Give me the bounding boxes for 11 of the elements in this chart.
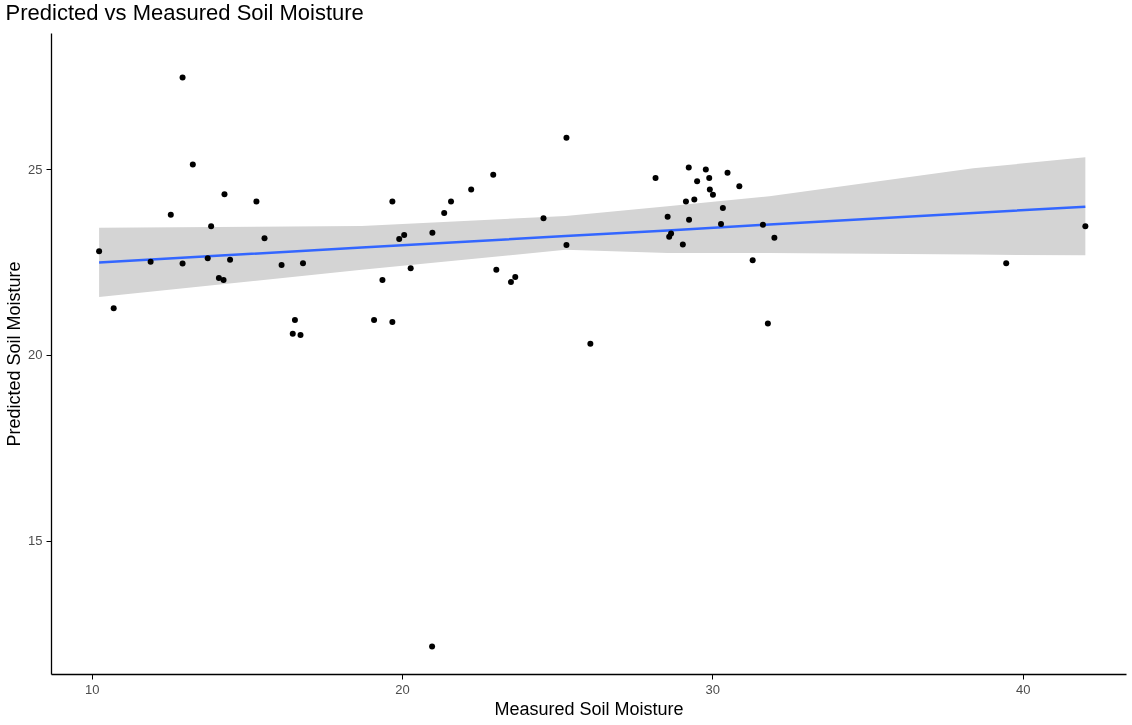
- x-tick-label: 10: [84, 681, 100, 697]
- line-series: [97, 205, 1087, 264]
- x-tick-label: 30: [705, 681, 721, 697]
- y-tick-label: 25: [28, 161, 43, 177]
- x-tick-label: 40: [1015, 681, 1031, 697]
- x-tick-label: 20: [395, 681, 410, 697]
- y-axis-title: Predicted Soil Moisture: [4, 261, 25, 447]
- chart-title: Predicted vs Measured Soil Moisture: [5, 0, 364, 25]
- y-tick-label: 15: [28, 533, 43, 549]
- y-tick-label: 20: [28, 347, 43, 363]
- x-axis-title: Measured Soil Moisture: [494, 698, 684, 719]
